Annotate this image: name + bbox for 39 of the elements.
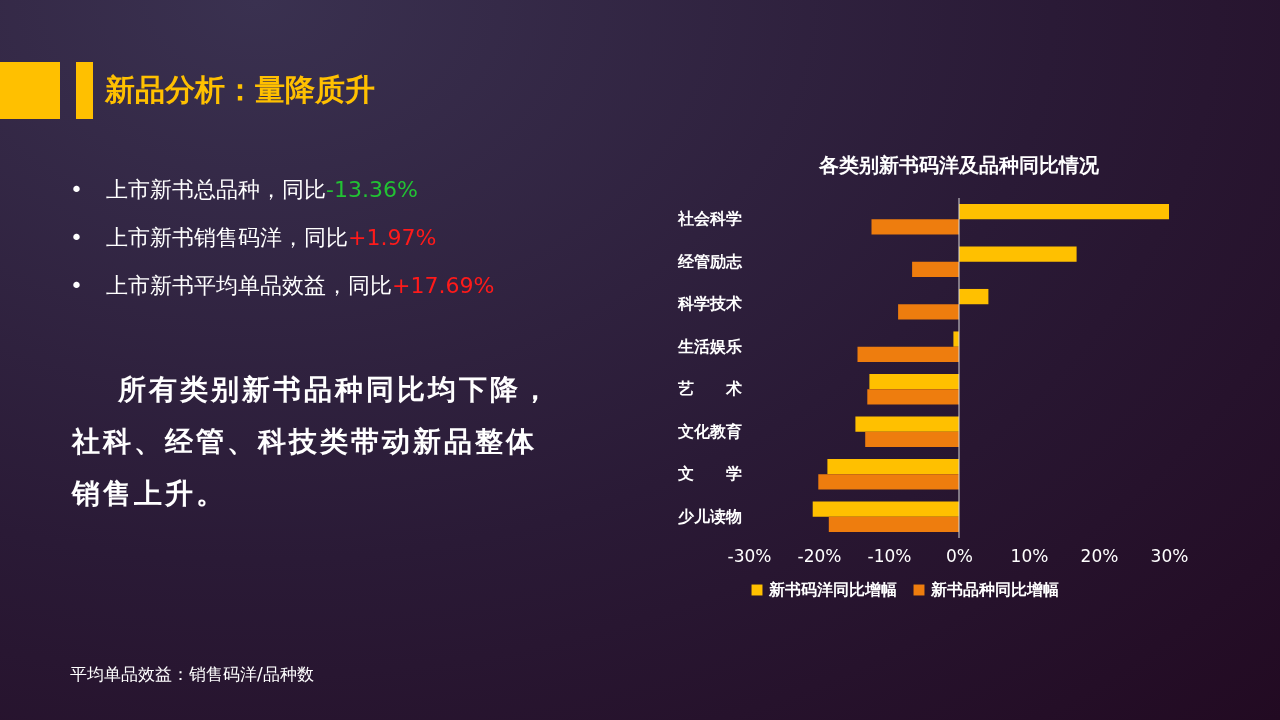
bar xyxy=(812,501,959,517)
x-tick-label: -20% xyxy=(797,545,842,566)
bar xyxy=(959,246,1077,262)
y-tick-label: 艺 术 xyxy=(676,379,742,399)
bar xyxy=(898,304,959,320)
bar xyxy=(959,203,1169,220)
text: 新品分析：量降质升 xyxy=(105,71,375,109)
x-tick-label: 20% xyxy=(1080,545,1119,566)
text: 所有类别新书品种同比均下降，社科、经管、科技类带动新品整体销售上升。 xyxy=(72,372,553,512)
chart-subtitle: 各类别新书码洋及品种同比情况 xyxy=(818,152,1100,177)
x-tick-label: 10% xyxy=(1010,545,1049,566)
x-tick-label: -10% xyxy=(867,545,912,566)
bar xyxy=(857,346,959,363)
y-tick-label: 少儿读物 xyxy=(677,506,742,526)
y-tick-label: 科学技术 xyxy=(676,294,742,314)
bar xyxy=(828,516,959,533)
y-tick-label: 文化教育 xyxy=(676,421,742,441)
bar xyxy=(865,431,959,448)
text: •上市新书总品种，同比-13.36% xyxy=(70,176,419,204)
bar xyxy=(959,288,989,305)
bar xyxy=(867,389,959,405)
bar xyxy=(871,219,959,235)
bar xyxy=(818,474,959,490)
text: 平均单品效益：销售码洋/品种数 xyxy=(70,663,314,686)
text: •上市新书销售码洋，同比+1.97% xyxy=(70,224,438,252)
bar xyxy=(855,416,959,432)
x-tick-label: -30% xyxy=(727,545,772,566)
y-tick-label: 社会科学 xyxy=(676,209,742,229)
bar xyxy=(827,458,959,475)
y-tick-label: 生活娱乐 xyxy=(676,336,742,356)
text: •上市新书平均单品效益，同比+17.69% xyxy=(70,272,495,300)
bar xyxy=(869,373,959,390)
x-tick-label: 30% xyxy=(1150,545,1189,566)
bar xyxy=(912,261,959,278)
legend-label: 新书码洋同比增幅 xyxy=(768,580,897,599)
y-tick-label: 文 学 xyxy=(676,464,742,484)
legend-label: 新书品种同比增幅 xyxy=(930,580,1059,599)
x-tick-label: 0% xyxy=(946,545,973,566)
y-tick-label: 经管励志 xyxy=(676,251,743,271)
